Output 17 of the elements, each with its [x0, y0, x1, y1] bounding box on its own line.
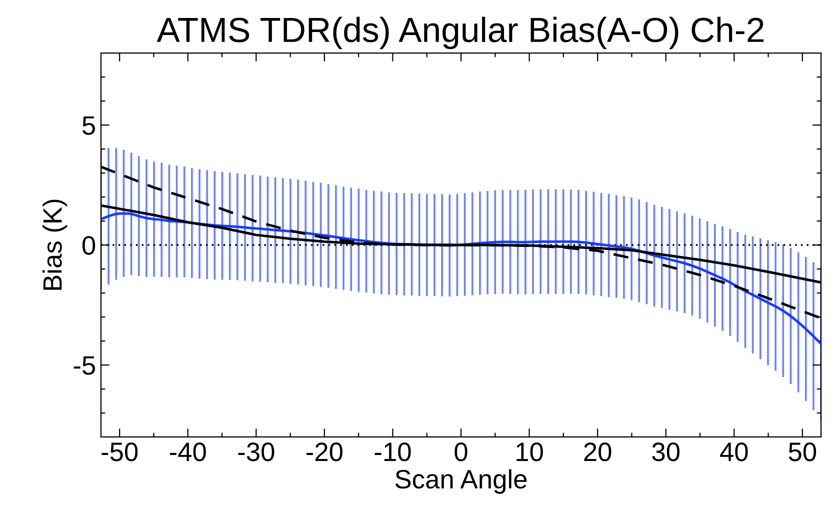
x-tick-label: 20 [584, 442, 612, 462]
x-tick-label: -30 [238, 442, 274, 462]
x-tick-label: 30 [652, 442, 680, 462]
x-tick-label: 10 [516, 442, 543, 462]
x-tick-label: 50 [788, 442, 816, 462]
x-tick-label: -20 [306, 442, 342, 462]
x-tick-label: 0 [454, 442, 468, 462]
y-tick-label: -5 [74, 356, 95, 375]
y-tick-label: 5 [82, 116, 95, 135]
chart-title: ATMS TDR(ds) Angular Bias(A-O) Ch-2 [156, 16, 764, 50]
x-tick-label: -50 [102, 442, 138, 462]
x-tick-label: 40 [720, 442, 748, 462]
x-axis-title: Scan Angle [395, 469, 527, 494]
x-tick-label: -40 [170, 442, 206, 462]
y-axis-title: Bias (K) [42, 200, 68, 290]
y-tick-label: 0 [82, 236, 96, 255]
x-tick-label: -10 [374, 442, 411, 462]
